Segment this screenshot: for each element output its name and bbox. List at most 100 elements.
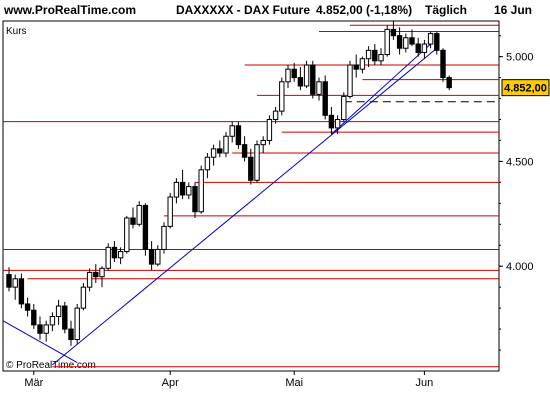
candle-body	[6, 274, 12, 288]
candle-body	[279, 81, 285, 112]
chart-header: www.ProRealTime.com DAXXXXX - DAX Future…	[0, 0, 550, 20]
candle-body	[384, 28, 390, 56]
candle-body	[421, 43, 428, 53]
candle-body	[322, 81, 328, 116]
candle-body	[155, 248, 161, 265]
candle-body	[161, 225, 167, 250]
candle-body	[328, 114, 335, 129]
candle-body	[427, 33, 434, 45]
x-tick-label: Jun	[416, 377, 434, 389]
candle-body	[148, 248, 155, 265]
trendlines	[2, 43, 438, 366]
candle-body	[105, 246, 111, 269]
period-label[interactable]: Täglich	[425, 3, 468, 17]
candle-body	[217, 148, 223, 154]
candle-body	[93, 271, 99, 278]
site-name[interactable]: www.ProRealTime.com	[4, 3, 137, 17]
y-tick-label: 4.000	[506, 261, 534, 273]
price-markers: 4.852,00	[501, 79, 550, 97]
candle-body	[12, 278, 18, 288]
plot-frame	[2, 20, 500, 372]
candle-body	[198, 169, 204, 213]
y-tick-label: 5.000	[506, 52, 534, 64]
candle-body	[204, 156, 211, 171]
watermark: © ProRealTime.com	[6, 360, 96, 371]
candle-body	[167, 196, 173, 227]
candle-body	[68, 328, 74, 341]
current-price-label: 4.852,00	[504, 83, 547, 95]
candle-body	[229, 125, 235, 137]
y-axis: 4.000 4.500 5.000	[499, 35, 534, 351]
candle-body	[55, 305, 62, 318]
trendline	[331, 43, 431, 135]
candle-body	[31, 309, 37, 326]
trendline	[2, 320, 78, 364]
horizontal-levels	[3, 24, 499, 368]
candle-body	[303, 64, 310, 87]
candles	[6, 21, 452, 346]
candle-body	[43, 324, 49, 334]
candle-body	[359, 58, 366, 70]
candle-body	[235, 125, 242, 146]
candle-body	[192, 186, 198, 213]
candle-body	[254, 144, 260, 181]
candle-body	[248, 156, 254, 181]
candle-body	[347, 64, 353, 97]
candle-body	[297, 77, 304, 87]
price-change: 4.852,00 (-1,18%)	[316, 3, 413, 17]
panel-label: Kurs	[6, 26, 27, 37]
candle-body	[409, 37, 415, 45]
x-tick-label: Mai	[285, 377, 303, 389]
candle-body	[241, 144, 248, 158]
candle-body	[403, 37, 409, 49]
candle-body	[390, 28, 397, 37]
current-price-box	[501, 79, 550, 97]
candle-body	[223, 135, 229, 154]
x-tick-label: Apr	[162, 377, 179, 389]
candle-body	[111, 246, 118, 259]
candle-body	[260, 139, 266, 146]
candle-body	[372, 49, 378, 62]
candle-body	[130, 217, 136, 225]
candle-body	[446, 77, 452, 89]
candle-body	[37, 324, 43, 334]
candle-body	[117, 251, 124, 259]
candle-body	[86, 271, 93, 288]
candle-body	[173, 181, 180, 198]
candle-body	[310, 64, 316, 95]
candle-body	[124, 217, 130, 253]
candle-body	[396, 35, 403, 49]
candle-body	[24, 303, 31, 311]
x-tick-label: Mär	[24, 377, 43, 389]
candle-body	[49, 316, 56, 326]
instrument-title: DAXXXXX - DAX Future	[176, 3, 311, 17]
candle-body	[272, 110, 279, 121]
trendline	[52, 47, 438, 366]
candle-body	[334, 119, 341, 129]
candle-body	[62, 305, 68, 330]
candle-body	[285, 68, 291, 83]
candle-body	[74, 307, 80, 341]
x-axis: Mär Apr Mai Jun	[24, 371, 433, 389]
candle-body	[179, 181, 186, 196]
candle-body	[142, 204, 149, 250]
candle-body	[365, 49, 372, 60]
y-tick-label: 4.500	[506, 156, 534, 168]
candle-body	[415, 43, 421, 53]
candle-body	[378, 54, 384, 62]
candle-body	[136, 204, 142, 225]
candle-body	[440, 49, 446, 79]
candle-body	[210, 148, 217, 158]
candle-body	[266, 119, 273, 141]
candle-body	[353, 64, 359, 70]
candle-body	[341, 95, 347, 121]
candle-body	[186, 186, 192, 196]
candle-body	[291, 68, 297, 79]
candle-body	[99, 267, 105, 278]
candle-body	[80, 286, 87, 309]
date-label: 16 Jun	[494, 3, 533, 17]
candle-body	[316, 81, 322, 95]
candle-body	[434, 33, 440, 51]
candle-body	[18, 278, 25, 305]
